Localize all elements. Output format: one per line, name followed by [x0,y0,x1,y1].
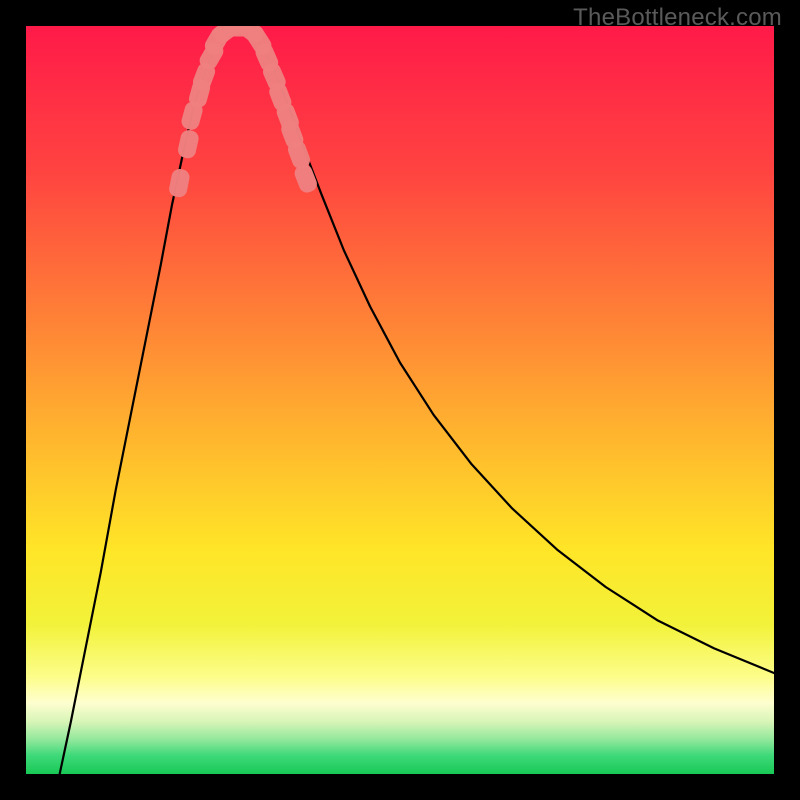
chart-markers-group [168,26,319,199]
chart-frame [0,0,800,800]
watermark-text: TheBottleneck.com [573,4,782,32]
chart-marker [177,129,201,160]
chart-plot-surface [26,26,774,774]
chart-curve [60,28,774,775]
chart-marker [168,168,191,199]
